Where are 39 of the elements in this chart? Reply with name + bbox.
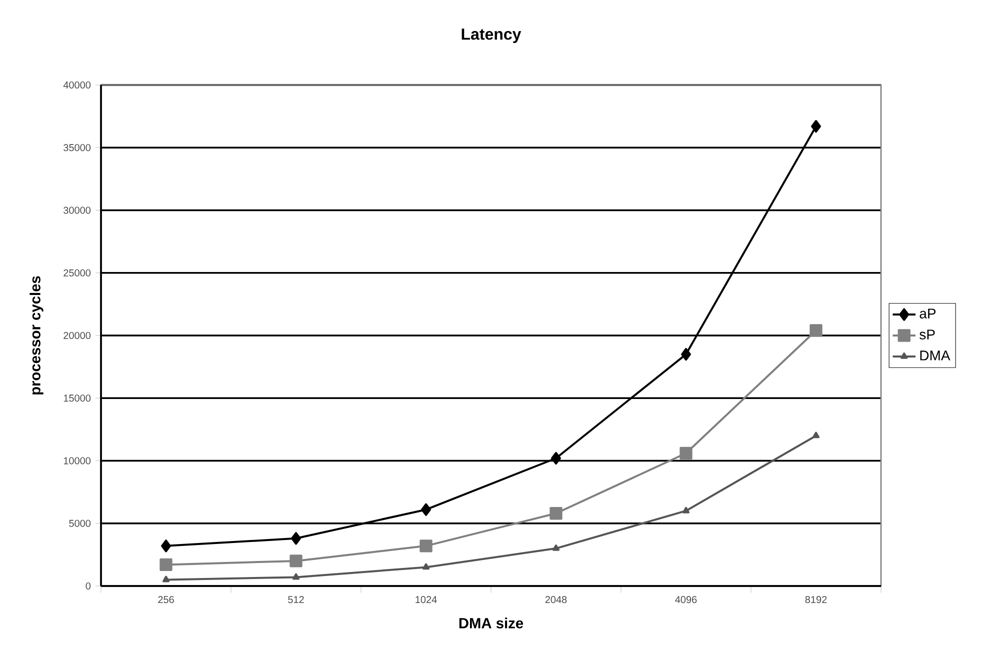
point <box>421 503 432 516</box>
y-tick-label: 25000 <box>64 269 91 276</box>
y-tick-label: 10000 <box>64 457 91 464</box>
point <box>292 573 300 580</box>
point <box>291 532 302 545</box>
x-tick-label: 4096 <box>675 596 697 604</box>
point <box>551 452 562 465</box>
point <box>422 563 430 570</box>
legend-label: sP <box>920 330 935 340</box>
point <box>681 348 692 361</box>
legend-label: DMA <box>920 350 950 360</box>
y-tick-label: 15000 <box>64 394 91 402</box>
point <box>812 432 820 438</box>
x-tick-label: 256 <box>158 596 174 604</box>
point <box>682 506 690 514</box>
y-tick-label: 5000 <box>69 520 91 527</box>
y-tick-label: 20000 <box>64 332 91 340</box>
x-tick-label: 1024 <box>416 596 437 604</box>
x-tick-label: 8192 <box>805 596 827 604</box>
point <box>290 554 302 568</box>
y-tick-label: 0 <box>86 582 91 590</box>
point <box>810 324 822 337</box>
point <box>811 120 822 133</box>
x-axis-title: DMA size <box>459 618 524 628</box>
point <box>161 540 171 552</box>
point <box>162 576 170 582</box>
point <box>550 507 562 520</box>
y-axis-title: processor cycles <box>30 276 44 394</box>
x-tick-label: 512 <box>288 596 304 604</box>
point <box>552 544 560 551</box>
x-tick-label: 2048 <box>545 596 567 604</box>
legend-label: aP <box>920 308 936 318</box>
chart-title: Latency <box>462 28 522 43</box>
y-tick-label: 40000 <box>63 81 91 89</box>
point <box>160 558 172 572</box>
y-tick-label: 30000 <box>64 206 91 214</box>
y-tick-label: 35000 <box>64 144 91 152</box>
point <box>420 540 432 552</box>
point <box>680 446 692 460</box>
